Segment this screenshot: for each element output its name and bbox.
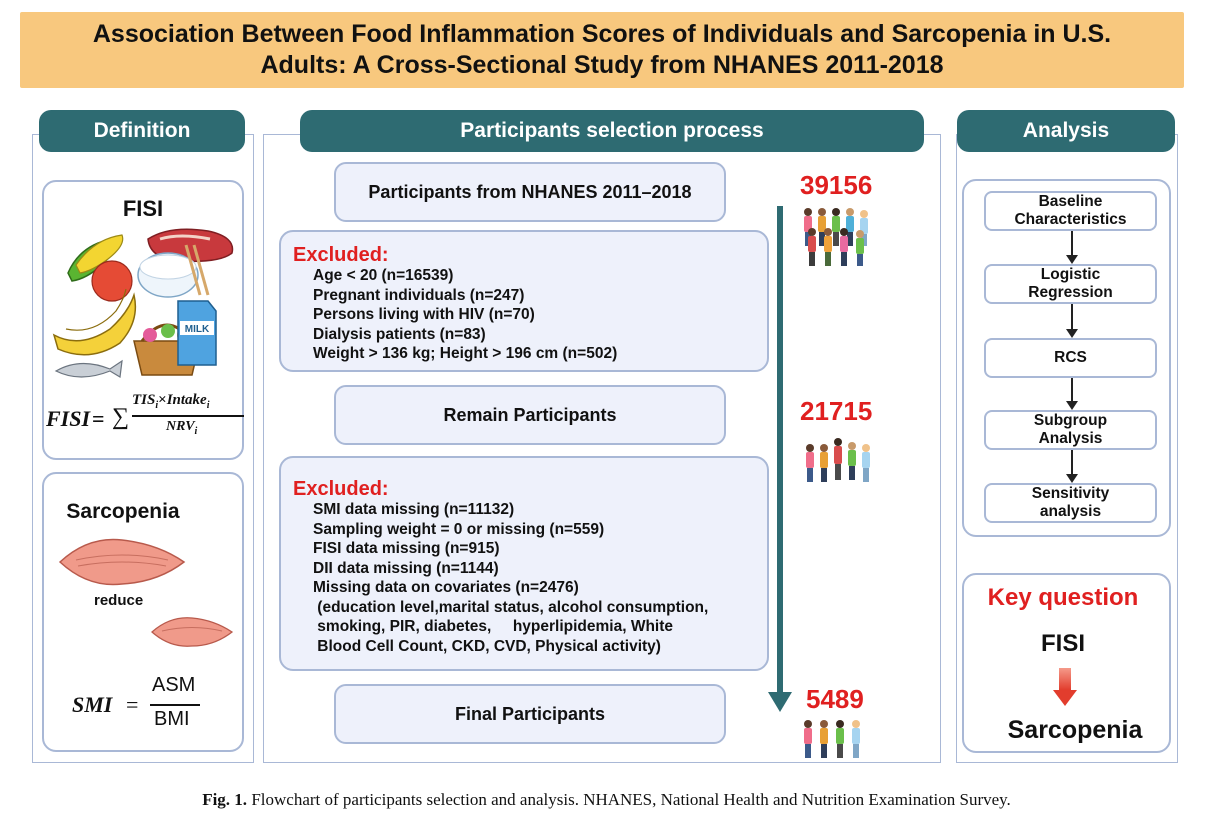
exclusion-box-2: Excluded: SMI data missing (n=11132) Sam… xyxy=(279,456,769,671)
title-banner: Association Between Food Inflammation Sc… xyxy=(20,12,1184,88)
remain-participants-box: Remain Participants xyxy=(334,385,726,445)
fish-icon xyxy=(54,359,123,378)
smi-numerator: ASM xyxy=(152,674,196,696)
reduce-label: reduce xyxy=(94,592,144,609)
list-item: DII data missing (n=1144) xyxy=(313,559,499,577)
step-logistic-regression: Logistic Regression xyxy=(984,264,1157,304)
fraction-bar xyxy=(132,415,244,417)
count-final: 5489 xyxy=(806,684,864,714)
milk-label: MILK xyxy=(185,324,210,335)
list-item: FISI data missing (n=915) xyxy=(313,540,500,557)
fraction-bar xyxy=(150,704,200,706)
start-participants-box: Participants from NHANES 2011–2018 xyxy=(334,162,726,222)
caption-label: Fig. 1. xyxy=(202,790,248,809)
list-item: Age < 20 (n=16539) xyxy=(313,267,454,284)
step-rcs: RCS xyxy=(984,338,1157,378)
fisi-formula: FISI = ∑ TISi×Intakei NRVi xyxy=(46,390,246,446)
list-item: smoking, PIR, diabetes, hyperlipidemia, … xyxy=(313,618,674,635)
list-item: Missing data on covariates (n=2476) xyxy=(313,579,579,596)
key-question-title: Key question xyxy=(987,584,1139,611)
key-question-from: FISI xyxy=(1040,630,1085,657)
exclusion-2-list: SMI data missing (n=11132) Sampling weig… xyxy=(293,500,767,656)
fisi-label: FISI xyxy=(122,196,164,221)
title-line-1: Association Between Food Inflammation Sc… xyxy=(92,20,1112,48)
figure-caption: Fig. 1. Flowchart of participants select… xyxy=(0,790,1213,810)
list-item: Dialysis patients (n=83) xyxy=(313,325,486,343)
list-item: Weight > 136 kg; Height > 196 cm (n=502) xyxy=(313,345,618,362)
banana-icon xyxy=(52,292,137,356)
list-item: Pregnant individuals (n=247) xyxy=(313,286,525,304)
final-participants-box: Final Participants xyxy=(334,684,726,744)
fisi-formula-lhs: FISI xyxy=(46,406,91,431)
people-group-icon xyxy=(806,438,870,482)
step-arrows xyxy=(1066,231,1078,483)
arrow-down-icon xyxy=(1053,668,1077,706)
apple-icon xyxy=(91,260,133,302)
muscle-large-icon xyxy=(58,538,186,586)
count-remain: 21715 xyxy=(800,396,873,426)
sum-icon: ∑ xyxy=(112,404,130,430)
food-illustration: MILK xyxy=(52,228,234,378)
list-item: Blood Cell Count, CKD, CVD, Physical act… xyxy=(313,637,661,655)
list-item: Sampling weight = 0 or missing (n=559) xyxy=(313,520,605,538)
equals-sign: = xyxy=(92,406,105,431)
sarcopenia-card xyxy=(42,472,244,752)
step-sensitivity-analysis: Sensitivity analysis xyxy=(984,483,1157,523)
exclusion-1-title: Excluded: xyxy=(293,244,389,266)
people-group-icon xyxy=(804,208,868,266)
count-initial: 39156 xyxy=(800,170,873,200)
smi-formula: SMI = ASM BMI xyxy=(72,674,232,736)
equals-sign: = xyxy=(126,692,139,717)
caption-text: Flowchart of participants selection and … xyxy=(247,790,1011,809)
fisi-denominator: NRVi xyxy=(166,419,198,437)
fisi-numerator: TISi×Intakei xyxy=(132,392,210,411)
flow-arrow xyxy=(768,206,792,712)
list-item: (education level,marital status, alcohol… xyxy=(313,598,709,616)
muscle-small-icon xyxy=(151,617,234,647)
key-question-to: Sarcopenia xyxy=(1007,716,1143,744)
step-baseline-characteristics: Baseline Characteristics xyxy=(984,191,1157,231)
sarcopenia-label: Sarcopenia xyxy=(66,500,180,523)
exclusion-box-1: Excluded: Age < 20 (n=16539) Pregnant in… xyxy=(279,230,769,372)
smi-denominator: BMI xyxy=(154,708,190,730)
definition-header: Definition xyxy=(39,110,245,152)
exclusion-1-list: Age < 20 (n=16539) Pregnant individuals … xyxy=(293,266,767,364)
title-line-2: Adults: A Cross-Sectional Study from NHA… xyxy=(260,51,944,79)
analysis-header: Analysis xyxy=(957,110,1175,152)
yellow-pepper-icon xyxy=(75,234,124,274)
key-question-card xyxy=(962,573,1171,753)
selection-header: Participants selection process xyxy=(300,110,924,152)
people-group-icon xyxy=(804,720,860,758)
exclusion-2-title: Excluded: xyxy=(293,478,389,500)
list-item: Persons living with HIV (n=70) xyxy=(313,306,535,323)
step-subgroup-analysis: Subgroup Analysis xyxy=(984,410,1157,450)
smi-formula-lhs: SMI xyxy=(72,692,113,717)
list-item: SMI data missing (n=11132) xyxy=(313,501,515,518)
